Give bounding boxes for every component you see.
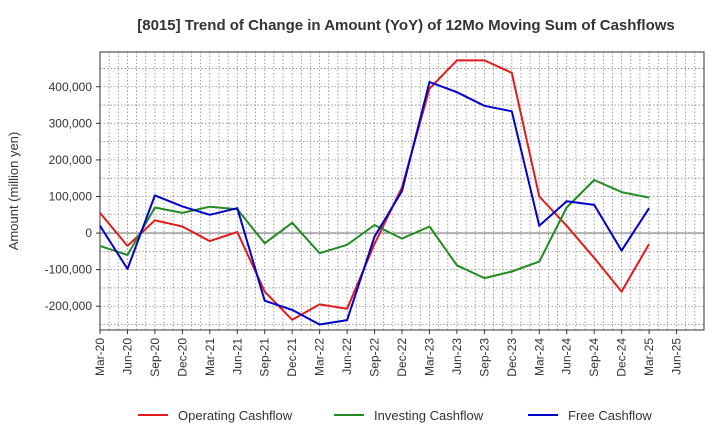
x-tick-label: Mar-22 bbox=[313, 338, 327, 376]
x-tick-label: Sep-23 bbox=[477, 338, 491, 377]
x-tick-label: Jun-24 bbox=[560, 338, 574, 375]
chart-title: [8015] Trend of Change in Amount (YoY) o… bbox=[137, 17, 675, 34]
x-tick-label: Dec-23 bbox=[505, 338, 519, 377]
y-tick-label: 200,000 bbox=[49, 153, 93, 167]
x-tick-label: Mar-25 bbox=[642, 338, 656, 376]
legend-label: Operating Cashflow bbox=[178, 408, 293, 423]
x-tick-label: Dec-22 bbox=[395, 338, 409, 377]
y-tick-label: -100,000 bbox=[45, 263, 93, 277]
legend: Operating Cashflow Investing Cashflow Free… bbox=[138, 408, 652, 423]
x-tick-label: Jun-21 bbox=[230, 338, 244, 375]
plot-area: -200,000 -100,000 0 100,000 200,000 300,000 40… bbox=[45, 51, 705, 377]
legend-label: Free Cashflow bbox=[568, 408, 652, 423]
y-tick-label: -200,000 bbox=[45, 299, 93, 313]
series-line-investing-cashflow bbox=[99, 179, 650, 280]
y-tick-label: 100,000 bbox=[49, 189, 93, 203]
series-line-free-cashflow bbox=[99, 81, 650, 326]
y-axis-label: Amount (million yen) bbox=[6, 132, 21, 251]
x-tick-label: Mar-24 bbox=[532, 338, 546, 376]
x-tick-label: Sep-24 bbox=[587, 338, 601, 377]
x-tick-label: Dec-21 bbox=[285, 338, 299, 377]
x-tick-label: Dec-20 bbox=[175, 338, 189, 377]
x-tick-label: Sep-21 bbox=[258, 338, 272, 377]
x-tick-label: Mar-20 bbox=[93, 338, 107, 376]
x-tick-label: Jun-23 bbox=[450, 338, 464, 375]
x-tick-label: Sep-20 bbox=[148, 338, 162, 377]
x-tick-label: Sep-22 bbox=[368, 338, 382, 377]
x-tick-label: Dec-24 bbox=[615, 338, 629, 377]
series-line-operating-cashflow bbox=[99, 59, 650, 321]
x-tick-label: Jun-20 bbox=[120, 338, 134, 375]
x-tick-label: Jun-22 bbox=[340, 338, 354, 375]
x-tick-label: Mar-23 bbox=[422, 338, 436, 376]
x-tick-label: Mar-21 bbox=[203, 338, 217, 376]
y-tick-label: 300,000 bbox=[49, 116, 93, 130]
legend-label: Investing Cashflow bbox=[374, 408, 484, 423]
y-tick-label: 0 bbox=[85, 226, 92, 240]
y-tick-label: 400,000 bbox=[49, 80, 93, 94]
x-tick-label: Jun-25 bbox=[670, 338, 684, 375]
